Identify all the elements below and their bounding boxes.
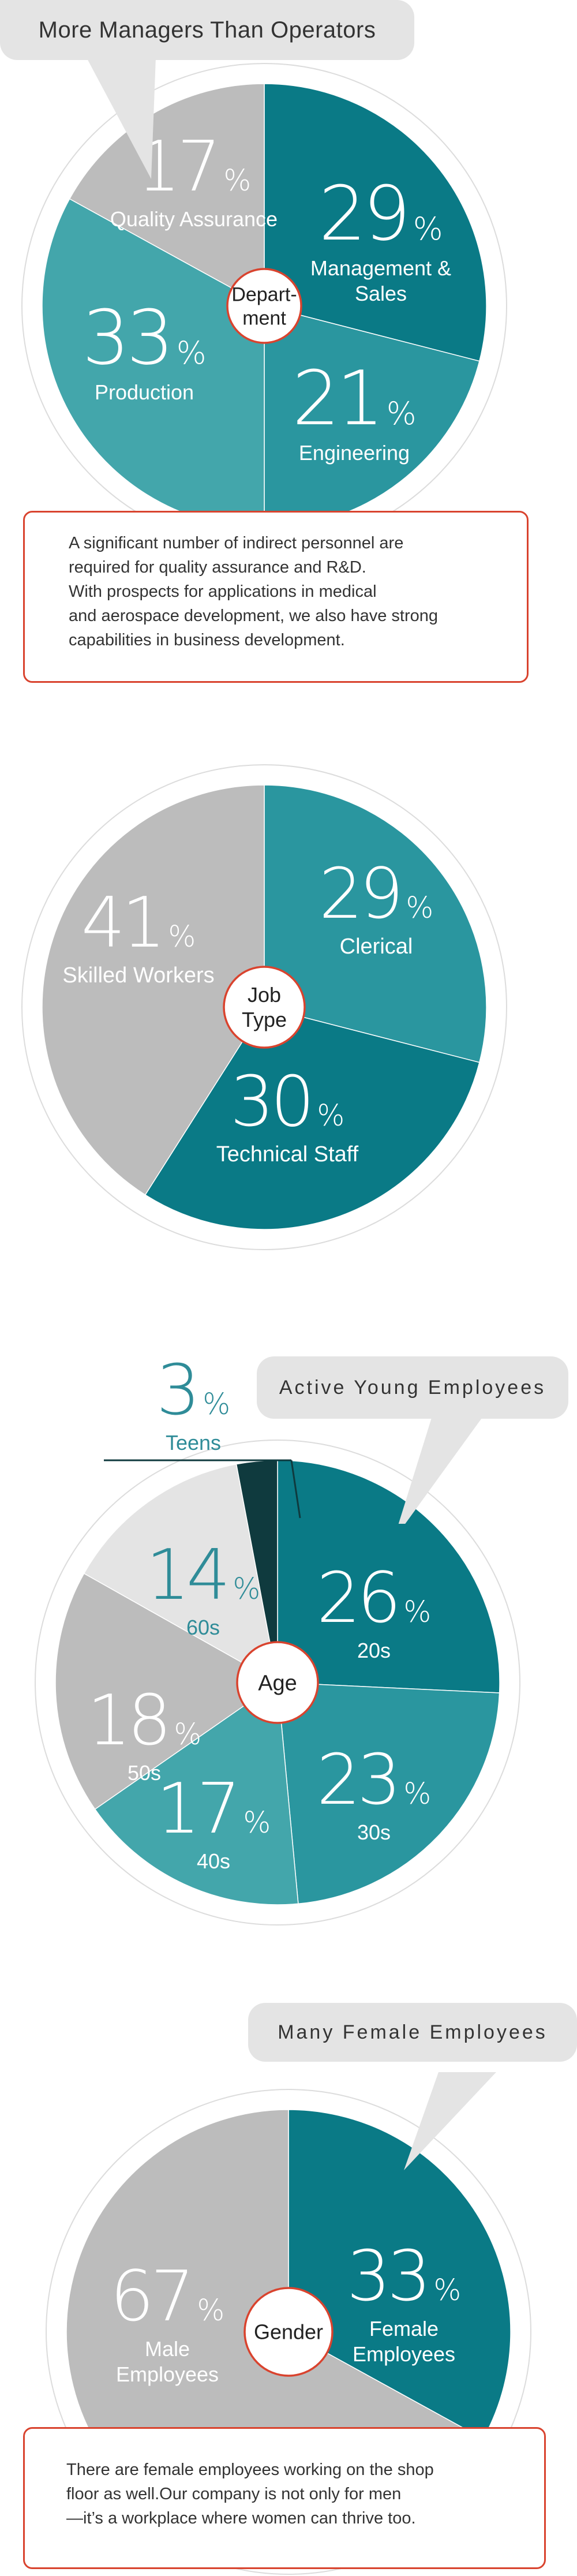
center-circle	[236, 1641, 319, 1724]
pie-slice-20s	[277, 1460, 500, 1693]
department-pie-chart: 29 %Management &Sales 21 %Engineering 33 %Pro…	[21, 63, 507, 549]
slice-value-label: 17%	[156, 1769, 271, 1849]
slice-data-label: 21 %Engineering	[292, 354, 416, 465]
slice-category-label: Male	[145, 2337, 190, 2361]
department-note-line: A significant number of indirect personn…	[69, 534, 404, 552]
managers-callout-bubble: More Managers Than Operators	[0, 0, 414, 60]
slice-category-label: 60s	[186, 1616, 220, 1639]
young-employees-callout-bubble: Active Young Employees	[257, 1356, 568, 1419]
teens-leader-line	[290, 1460, 301, 1519]
pie-center-label: Depart-ment	[226, 268, 302, 344]
slice-value-label: 3%	[156, 1351, 230, 1431]
slice-value-label: 33%	[347, 2237, 462, 2317]
gender-note-line: —it’s a workplace where women can thrive…	[66, 2509, 416, 2528]
department-note-line: capabilities in business development.	[69, 631, 345, 650]
slice-data-label: 18 %50s	[87, 1681, 202, 1785]
slice-category-label: Employees	[353, 2342, 455, 2366]
slice-data-label: 29 %Management &Sales	[310, 170, 451, 305]
center-label-text: Type	[242, 1008, 287, 1031]
pie-slice-40s	[94, 1681, 299, 1905]
slice-category-label: Female	[369, 2317, 439, 2341]
slice-value-label: 67%	[110, 2257, 225, 2337]
slice-value-label: 29%	[319, 854, 434, 934]
gender-note-line: There are female employees working on th…	[66, 2461, 434, 2479]
pie-slice-management-sales	[264, 83, 487, 362]
pie-slice-technical-staff	[144, 1007, 480, 1230]
slice-category-label: Employees	[116, 2362, 219, 2386]
center-label-text: Job	[248, 983, 281, 1007]
department-note-line: required for quality assurance and R&D.	[69, 558, 366, 577]
slice-data-label: 3 %Teens	[104, 1351, 301, 1519]
slice-category-label: Production	[95, 380, 194, 404]
center-label-text: Depart-	[231, 284, 297, 306]
slice-category-label: 30s	[357, 1820, 391, 1844]
slice-category-label: Teens	[166, 1431, 221, 1455]
slice-category-label: Quality Assurance	[110, 207, 278, 231]
pie-slice-skilled-workers	[42, 784, 265, 1196]
center-label-text: Age	[258, 1671, 297, 1695]
gender-note: There are female employees working on th…	[23, 2427, 546, 2569]
slice-value-label: 30%	[230, 1062, 345, 1142]
gender-note-line: floor as well.Our company is not only fo…	[66, 2485, 402, 2504]
slice-value-label: 29%	[319, 170, 443, 257]
pie-slice-60s	[83, 1463, 279, 1684]
pie-slice-30s	[277, 1682, 500, 1905]
center-circle	[243, 2287, 334, 2377]
slice-category-label: Management &	[310, 256, 451, 280]
slice-value-label: 18%	[87, 1681, 202, 1761]
pie-slice-female-employees	[288, 2109, 511, 2440]
center-circle	[226, 268, 302, 344]
center-circle	[223, 966, 306, 1049]
slice-category-label: 50s	[128, 1761, 161, 1785]
slice-value-label: 33%	[82, 294, 206, 382]
slice-data-label: 41 %Skilled Workers	[62, 883, 214, 988]
pie-center-label: Gender	[243, 2287, 334, 2377]
slice-data-label: 29 %Clerical	[319, 854, 434, 959]
slice-category-label: Skilled Workers	[62, 963, 214, 988]
pie-slice-50s	[55, 1572, 279, 1810]
slice-category-label: Technical Staff	[216, 1142, 359, 1167]
slice-category-label: Sales	[355, 282, 407, 305]
slice-category-label: 40s	[197, 1849, 230, 1873]
slice-data-label: 33 %Production	[82, 294, 206, 404]
slice-value-label: 26%	[317, 1558, 432, 1639]
slice-category-label: Engineering	[299, 441, 410, 465]
slice-value-label: 41%	[81, 883, 196, 963]
slice-category-label: 20s	[357, 1639, 391, 1662]
slice-data-label: 14 %60s	[146, 1535, 261, 1639]
center-label-text: ment	[242, 307, 286, 329]
female-employees-callout-bubble: Many Female Employees	[248, 2003, 577, 2062]
slice-data-label: 23 %30s	[317, 1740, 432, 1844]
slice-data-label: 26 %20s	[317, 1558, 432, 1662]
center-label-text: Gender	[254, 2320, 323, 2344]
department-note-line: With prospects for applications in medic…	[69, 582, 377, 601]
slice-category-label: Clerical	[340, 934, 413, 959]
department-note: A significant number of indirect personn…	[23, 511, 529, 683]
slice-value-label: 14%	[146, 1535, 261, 1616]
slice-data-label: 30 %Technical Staff	[216, 1062, 359, 1167]
slice-data-label: 17 %40s	[156, 1769, 271, 1873]
slice-value-label: 23%	[317, 1740, 432, 1820]
department-note-line: and aerospace development, we also have …	[69, 607, 439, 626]
pie-slice-clerical	[264, 784, 487, 1063]
pie-center-label: Age	[236, 1641, 319, 1724]
slice-value-label: 21%	[292, 354, 416, 442]
